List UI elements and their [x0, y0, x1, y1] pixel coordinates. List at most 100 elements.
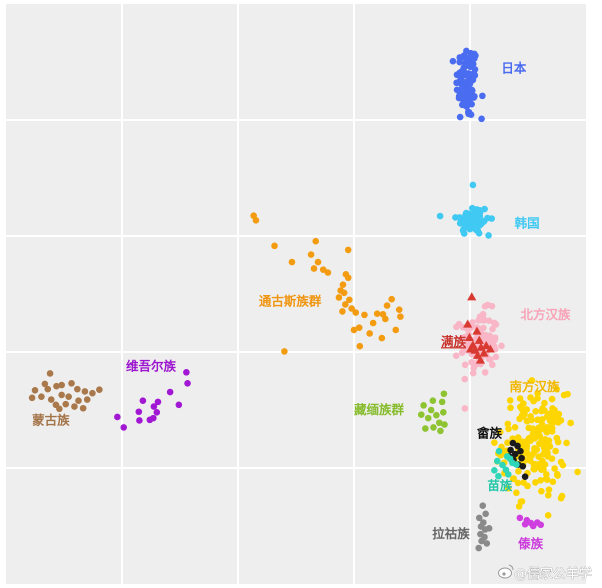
data-point	[521, 520, 529, 528]
data-point	[429, 397, 437, 405]
series-12	[28, 370, 103, 413]
data-point	[534, 394, 541, 402]
data-point	[89, 389, 96, 397]
data-point	[541, 407, 548, 414]
data-point	[437, 427, 444, 435]
series-label: 南方汉族	[509, 379, 560, 394]
data-point	[506, 397, 514, 404]
data-point	[530, 428, 537, 435]
data-point	[475, 544, 483, 552]
data-point	[543, 428, 551, 436]
data-point	[361, 311, 368, 319]
series-label: 北方汉族	[520, 307, 571, 322]
series-11	[114, 369, 191, 431]
data-point	[348, 305, 355, 312]
data-point	[466, 225, 473, 232]
data-point	[515, 468, 522, 475]
data-point	[470, 94, 478, 101]
data-point	[382, 315, 389, 323]
data-point	[468, 217, 476, 225]
data-point	[440, 409, 447, 416]
data-point	[456, 58, 464, 66]
data-point	[489, 325, 496, 333]
data-point	[464, 85, 472, 93]
data-point	[555, 410, 563, 418]
data-point	[515, 503, 523, 510]
data-point	[31, 386, 39, 394]
data-point	[395, 306, 403, 313]
series-label: 满族	[441, 334, 467, 349]
data-point	[465, 344, 476, 353]
data-point	[462, 54, 469, 61]
data-point	[462, 209, 470, 217]
data-point	[481, 303, 489, 310]
series-4	[491, 377, 581, 519]
data-point	[557, 494, 565, 502]
data-point	[62, 400, 70, 408]
series-label: 拉祜族	[432, 526, 470, 541]
data-point	[342, 301, 349, 308]
data-point	[549, 478, 557, 486]
data-point	[184, 380, 191, 387]
data-point	[457, 74, 465, 82]
data-point	[150, 403, 158, 410]
data-point	[504, 420, 512, 428]
series-label: 通古斯族群	[259, 294, 322, 309]
data-point	[524, 436, 532, 444]
series-label: 维吾尔族	[126, 359, 177, 374]
data-point	[81, 388, 89, 395]
data-point	[281, 348, 288, 355]
data-point	[310, 265, 318, 272]
data-point	[472, 326, 482, 335]
data-point	[307, 251, 315, 258]
data-point	[492, 321, 500, 328]
data-point	[461, 375, 469, 383]
data-point	[528, 377, 536, 384]
data-point	[485, 525, 493, 532]
data-point	[478, 537, 485, 545]
data-point	[356, 342, 364, 350]
data-point	[485, 344, 495, 353]
data-point	[519, 410, 527, 418]
data-point	[461, 405, 469, 412]
data-point	[252, 217, 260, 224]
series-8	[516, 514, 545, 530]
data-point	[44, 385, 52, 393]
data-point	[504, 471, 512, 478]
data-point	[567, 419, 574, 427]
data-point	[507, 404, 514, 412]
data-point	[527, 413, 534, 420]
data-point	[475, 514, 483, 522]
data-point	[517, 447, 524, 455]
data-point	[435, 419, 443, 427]
data-point	[491, 439, 498, 446]
data-point	[518, 454, 525, 462]
data-point	[563, 439, 570, 447]
series-label: 蒙古族	[32, 413, 70, 428]
data-point	[154, 398, 162, 406]
series-10	[250, 212, 404, 355]
data-point	[480, 217, 488, 225]
data-point	[485, 317, 493, 324]
data-point	[467, 111, 475, 118]
data-point	[150, 414, 157, 422]
data-point	[53, 382, 60, 390]
data-point	[520, 400, 527, 407]
data-point	[457, 87, 465, 95]
data-point	[65, 393, 72, 400]
data-point	[495, 447, 503, 455]
series-9	[417, 390, 448, 435]
data-point	[344, 274, 352, 282]
data-point	[510, 475, 517, 482]
data-point	[312, 237, 320, 245]
data-point	[422, 425, 429, 432]
data-point	[488, 215, 495, 222]
watermark: @儒家公羊学	[498, 564, 592, 582]
data-point	[476, 313, 484, 320]
data-point	[531, 445, 538, 452]
data-point	[548, 395, 556, 403]
data-point	[544, 512, 552, 519]
data-point	[457, 68, 465, 76]
series-label: 苗族	[487, 478, 513, 493]
